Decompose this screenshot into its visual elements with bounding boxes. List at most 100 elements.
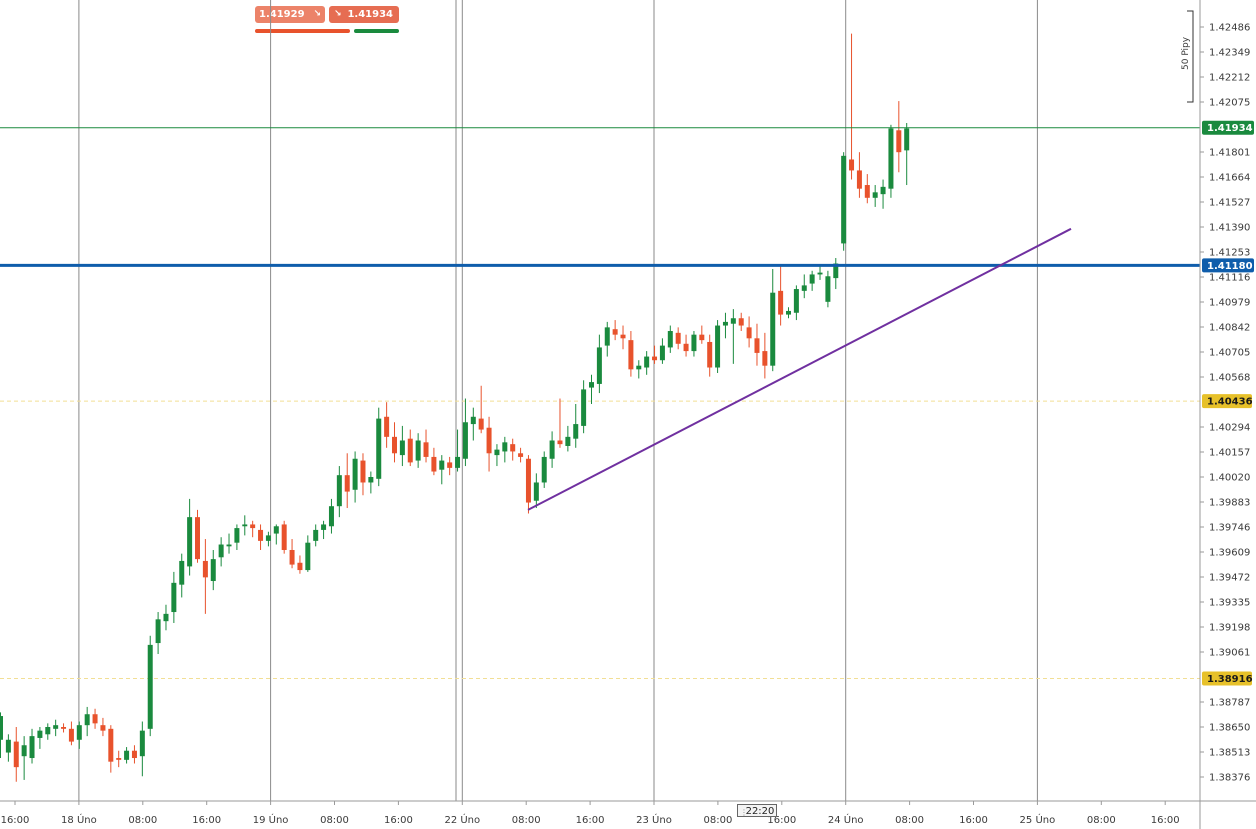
candle bbox=[368, 471, 374, 494]
candle bbox=[226, 533, 232, 554]
candle-body bbox=[45, 727, 51, 735]
candle-body bbox=[431, 456, 437, 472]
candle-body bbox=[5, 739, 11, 753]
grip-icon: ⋮ bbox=[740, 808, 748, 817]
candle bbox=[455, 429, 461, 472]
buy-volume-bar bbox=[354, 29, 399, 33]
candle-body bbox=[525, 458, 531, 503]
candle bbox=[155, 612, 161, 655]
y-tick-label: 1.39609 bbox=[1209, 548, 1250, 559]
y-tick-label: 1.42486 bbox=[1209, 23, 1250, 34]
candle-body bbox=[124, 750, 130, 760]
candle-body bbox=[234, 528, 240, 543]
candle-body bbox=[478, 418, 484, 430]
y-tick-label: 1.41253 bbox=[1209, 248, 1250, 259]
y-tick-label: 1.41116 bbox=[1209, 273, 1250, 284]
candle-body bbox=[730, 318, 736, 324]
candle bbox=[258, 524, 264, 550]
candle bbox=[415, 433, 421, 468]
candle bbox=[399, 425, 405, 467]
candle-body bbox=[336, 475, 342, 507]
alert-level-tag-label: 1.40436 bbox=[1207, 397, 1253, 408]
candle bbox=[589, 374, 594, 405]
candle-body bbox=[116, 758, 122, 760]
candle-body bbox=[171, 582, 177, 613]
candle-body bbox=[84, 714, 90, 726]
candle-body bbox=[699, 334, 705, 341]
alert-level-tag[interactable] bbox=[1202, 394, 1252, 409]
candle bbox=[722, 312, 728, 339]
candle-body bbox=[754, 338, 760, 353]
candle bbox=[470, 407, 476, 441]
candle-body bbox=[29, 736, 35, 759]
candle bbox=[313, 524, 319, 547]
candle bbox=[754, 323, 760, 366]
y-tick-label: 1.39335 bbox=[1209, 598, 1250, 609]
horizontal-level-tag[interactable] bbox=[1202, 258, 1254, 273]
candle bbox=[92, 708, 98, 729]
y-tick-label: 1.40568 bbox=[1209, 373, 1250, 384]
y-tick-label: 1.42212 bbox=[1209, 73, 1250, 84]
candle bbox=[439, 455, 445, 485]
candle-body bbox=[100, 725, 106, 731]
y-tick-label: 1.41801 bbox=[1209, 148, 1250, 159]
candle-body bbox=[392, 436, 397, 454]
candle bbox=[738, 312, 744, 332]
candle-body bbox=[778, 290, 784, 315]
candle bbox=[100, 717, 106, 737]
candle-body bbox=[242, 524, 248, 527]
candle bbox=[825, 270, 831, 308]
candle-body bbox=[352, 458, 358, 490]
candle-body bbox=[76, 725, 82, 740]
candle bbox=[21, 736, 27, 780]
x-tick-label: 08:00 bbox=[512, 815, 541, 826]
candle bbox=[841, 152, 847, 251]
candle-body bbox=[68, 728, 74, 742]
trendline[interactable] bbox=[527, 227, 1072, 511]
candle-body bbox=[541, 456, 547, 483]
candle bbox=[352, 451, 358, 503]
candle bbox=[817, 265, 823, 280]
candle bbox=[856, 152, 862, 198]
candle-body bbox=[447, 462, 453, 468]
y-tick-label: 1.38376 bbox=[1209, 773, 1250, 784]
candle-body bbox=[305, 542, 311, 571]
candle-body bbox=[297, 562, 303, 571]
candle bbox=[116, 750, 122, 768]
candle-body bbox=[801, 285, 807, 291]
x-tick-label: 24 Úno bbox=[828, 813, 864, 826]
alert-level-tag[interactable] bbox=[1202, 671, 1252, 686]
candle bbox=[896, 101, 902, 173]
buy-price-button[interactable]: ↘ 1.41934 bbox=[329, 6, 399, 23]
candle bbox=[250, 520, 256, 538]
y-tick-label: 1.40157 bbox=[1209, 448, 1250, 459]
candle bbox=[281, 520, 287, 554]
x-tick-label: 18 Úno bbox=[61, 813, 97, 826]
y-tick-label: 1.40020 bbox=[1209, 473, 1250, 484]
candle-body bbox=[92, 714, 98, 724]
candle bbox=[84, 706, 90, 737]
x-tick-label: 16:00 bbox=[767, 815, 796, 826]
candle-body bbox=[462, 422, 468, 459]
arrow-down-right-icon: ↘ bbox=[313, 9, 321, 19]
candle-body bbox=[61, 727, 67, 729]
candle bbox=[707, 334, 713, 377]
candle-body bbox=[470, 416, 476, 425]
candle bbox=[770, 268, 776, 372]
x-tick-label: 08:00 bbox=[320, 815, 349, 826]
candle bbox=[344, 453, 350, 509]
candle-body bbox=[187, 517, 193, 567]
x-tick-label: 16:00 bbox=[576, 815, 605, 826]
candle bbox=[423, 429, 429, 463]
sell-price-button[interactable]: 1.41929 ↘ bbox=[255, 6, 325, 23]
candle-body bbox=[210, 559, 216, 582]
y-tick-label: 1.39472 bbox=[1209, 573, 1250, 584]
y-tick-label: 1.39061 bbox=[1209, 648, 1250, 659]
candle bbox=[596, 334, 602, 394]
candle bbox=[533, 473, 539, 509]
candle bbox=[202, 539, 208, 614]
candle-body bbox=[667, 331, 673, 348]
candle-body bbox=[904, 128, 910, 151]
candle-body bbox=[683, 343, 689, 352]
